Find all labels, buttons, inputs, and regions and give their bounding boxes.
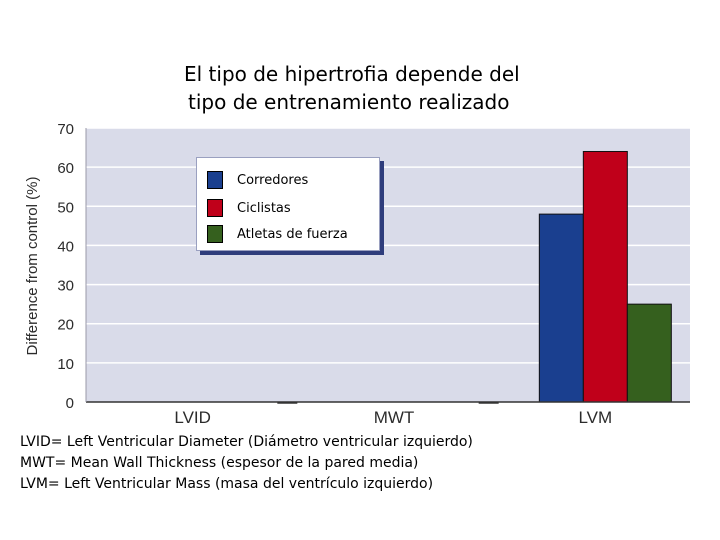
axes: 0 10 20 30 40 50 60 70 LVID MWT LVM	[57, 121, 690, 427]
bar-ciclistas-lvm	[582, 150, 628, 403]
y-tick-label: 50	[57, 199, 74, 216]
chart-title-line-2: tipo de entrenamiento realizado	[188, 90, 510, 114]
legend-swatch-corredores	[207, 171, 223, 189]
y-tick-label: 0	[66, 395, 74, 412]
y-tick-label: 70	[57, 121, 74, 138]
legend-swatch-ciclistas	[207, 199, 223, 217]
legend-label-atletas-de-fuerza: Atletas de fuerza	[237, 226, 348, 242]
chart-title-line-1: El tipo de hipertrofia depende del	[184, 62, 520, 86]
y-tick-label: 10	[57, 356, 74, 373]
footnote-mwt: MWT= Mean Wall Thickness (espesor de la …	[20, 455, 419, 471]
legend-label-corredores: Corredores	[237, 172, 309, 188]
bars	[538, 150, 672, 403]
legend-item-corredores: Corredores	[207, 170, 308, 190]
legend-swatch-atletas-de-fuerza	[207, 225, 223, 243]
x-tick-label: LVM	[578, 408, 612, 427]
legend-item-atletas-de-fuerza: Atletas de fuerza	[207, 224, 348, 244]
footnotes: LVID= Left Ventricular Diameter (Diámetr…	[20, 432, 473, 495]
y-tick-label: 60	[57, 160, 74, 177]
legend: Corredores Ciclistas Atletas de fuerza	[196, 157, 380, 251]
y-tick-label: 20	[57, 317, 74, 334]
footnote-lvm: LVM= Left Ventricular Mass (masa del ven…	[20, 476, 434, 492]
bar-corredores-lvm	[538, 213, 584, 403]
bar-atletas-de-fuerza-lvm	[626, 303, 672, 403]
legend-label-ciclistas: Ciclistas	[237, 200, 291, 216]
y-tick-label: 40	[57, 238, 74, 255]
y-axis-label: Difference from control (%)	[24, 177, 41, 356]
y-tick-label: 30	[57, 278, 74, 295]
legend-item-ciclistas: Ciclistas	[207, 198, 291, 218]
x-tick-label: MWT	[374, 408, 415, 427]
chart-title: El tipo de hipertrofia depende del tipo …	[170, 60, 550, 116]
footnote-lvid: LVID= Left Ventricular Diameter (Diámetr…	[20, 434, 473, 450]
x-tick-label: LVID	[174, 408, 211, 427]
